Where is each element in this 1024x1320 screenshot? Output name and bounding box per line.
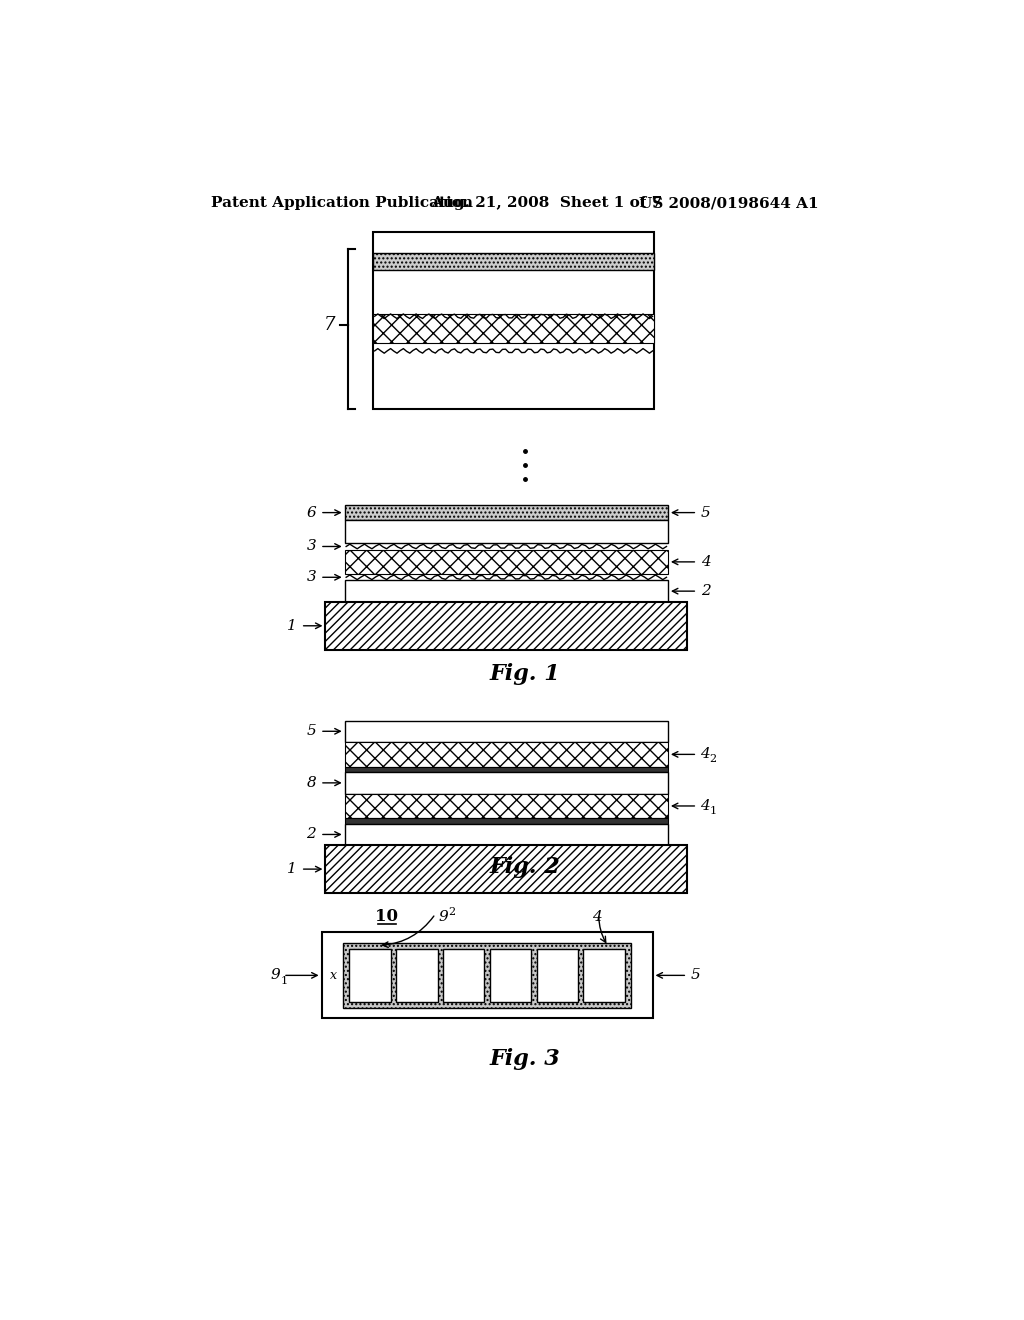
Text: 5: 5	[691, 969, 700, 982]
Text: 3: 3	[306, 540, 316, 553]
Text: 2: 2	[306, 828, 316, 841]
Text: 1: 1	[287, 619, 297, 632]
Bar	[345, 520, 668, 544]
Bar	[489, 949, 531, 1002]
Text: 1: 1	[710, 805, 717, 816]
Text: 10: 10	[376, 908, 398, 925]
Bar	[345, 767, 668, 772]
Bar	[373, 314, 654, 343]
Bar	[345, 721, 668, 742]
Text: Fig. 2: Fig. 2	[489, 855, 560, 878]
Text: 5: 5	[701, 506, 711, 520]
Text: Fig. 1: Fig. 1	[489, 664, 560, 685]
Bar	[345, 824, 668, 845]
Text: 2: 2	[710, 754, 717, 764]
Bar	[345, 549, 668, 574]
Text: 2: 2	[701, 585, 711, 598]
Text: Aug. 21, 2008  Sheet 1 of 7: Aug. 21, 2008 Sheet 1 of 7	[431, 197, 663, 210]
Bar	[584, 949, 625, 1002]
Text: 2: 2	[447, 907, 455, 917]
Bar	[345, 793, 668, 818]
Text: US 2008/0198644 A1: US 2008/0198644 A1	[639, 197, 818, 210]
Text: 7: 7	[325, 315, 336, 334]
Bar	[396, 949, 437, 1002]
Bar	[345, 772, 668, 793]
Bar	[326, 602, 687, 649]
Bar	[345, 742, 668, 767]
Bar	[373, 231, 654, 409]
Text: 4: 4	[592, 909, 602, 924]
Bar	[345, 506, 668, 520]
Text: Fig. 3: Fig. 3	[489, 1048, 560, 1071]
Bar	[345, 818, 668, 824]
Text: 1: 1	[281, 975, 288, 986]
Bar	[443, 949, 484, 1002]
Text: 3: 3	[306, 570, 316, 585]
Bar	[326, 845, 687, 892]
Bar	[345, 581, 668, 602]
Bar	[343, 942, 631, 1007]
Text: Patent Application Publication: Patent Application Publication	[211, 197, 473, 210]
Text: 4: 4	[700, 747, 710, 762]
Bar	[322, 932, 652, 1019]
Bar	[373, 253, 654, 271]
Text: 9: 9	[438, 909, 449, 924]
Bar	[349, 949, 391, 1002]
Text: 9: 9	[270, 969, 280, 982]
Text: 4: 4	[701, 554, 711, 569]
Text: 8: 8	[306, 776, 316, 789]
Text: 4: 4	[700, 799, 710, 813]
Text: 5: 5	[306, 725, 316, 738]
Bar	[537, 949, 579, 1002]
Text: x: x	[331, 969, 337, 982]
Text: 6: 6	[306, 506, 316, 520]
Text: 1: 1	[287, 862, 297, 876]
